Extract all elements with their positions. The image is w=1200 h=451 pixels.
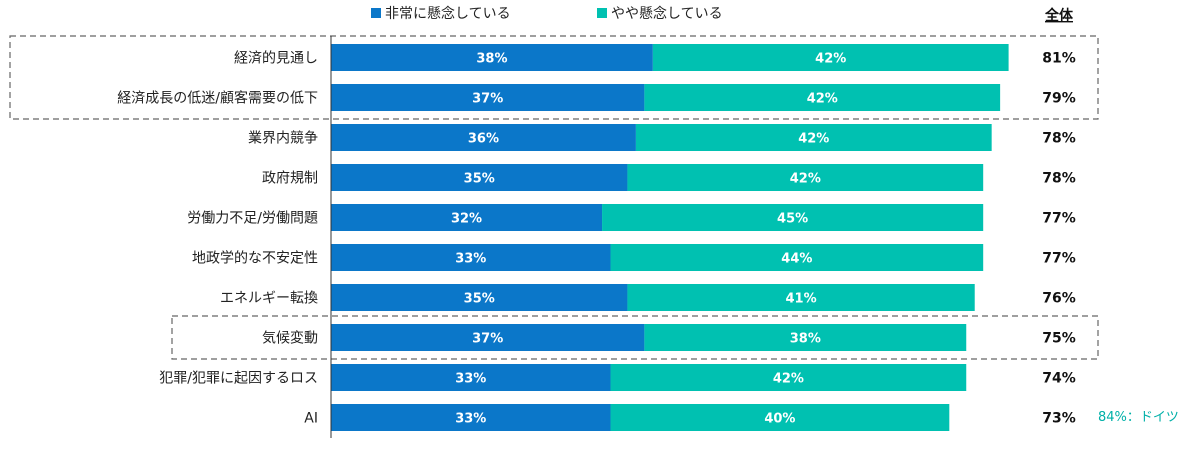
bar-value-label: 35% xyxy=(464,292,495,307)
bar-very-concerned-2 xyxy=(331,124,636,151)
total-column-header: 全体 xyxy=(1044,7,1074,24)
category-label: AI xyxy=(304,411,318,427)
bar-value-label: 38% xyxy=(790,332,821,347)
legend: 非常に懸念している やや懸念している xyxy=(371,5,723,22)
bar-value-label: 33% xyxy=(455,372,486,387)
category-labels: 経済的見通し経済成長の低迷/顧客需要の低下業界内競争政府規制労働力不足/労働問題… xyxy=(117,51,318,427)
bar-value-label: 32% xyxy=(451,212,482,227)
category-label: 犯罪/犯罪に起因するロス xyxy=(159,371,318,387)
legend-swatch-somewhat-concerned xyxy=(597,8,607,18)
total-value-label: 77% xyxy=(1042,251,1076,267)
bar-somewhat-concerned-6 xyxy=(627,284,975,311)
bar-very-concerned-6 xyxy=(331,284,628,311)
bar-very-concerned-8 xyxy=(331,364,611,391)
bar-very-concerned-9 xyxy=(331,404,611,431)
category-label: 労働力不足/労働問題 xyxy=(187,211,318,227)
bar-very-concerned-3 xyxy=(331,164,628,191)
total-value-label: 76% xyxy=(1042,291,1076,307)
bars: 38% 42% 37% 42% 36% 42% 35% 42% 32% 45% 33% 44% 35% 4… xyxy=(331,44,1009,431)
bar-value-label: 40% xyxy=(764,412,795,427)
total-value-label: 78% xyxy=(1042,171,1076,187)
bar-value-label: 41% xyxy=(786,292,817,307)
bar-value-label: 42% xyxy=(815,52,846,67)
bar-somewhat-concerned-2 xyxy=(635,124,992,151)
bar-value-label: 42% xyxy=(773,372,804,387)
highlight-box-1 xyxy=(171,315,1099,360)
bar-somewhat-concerned-0 xyxy=(652,44,1009,71)
bar-value-label: 44% xyxy=(781,252,812,267)
total-value-label: 79% xyxy=(1042,91,1076,107)
bar-somewhat-concerned-8 xyxy=(610,364,967,391)
bar-value-label: 35% xyxy=(464,172,495,187)
category-label: 政府規制 xyxy=(262,171,318,187)
total-value-label: 78% xyxy=(1042,131,1076,147)
bar-very-concerned-7 xyxy=(331,324,645,351)
category-label: 業界内競争 xyxy=(248,131,318,147)
highlight-boxes xyxy=(9,35,1099,360)
bar-somewhat-concerned-7 xyxy=(644,324,967,351)
bar-somewhat-concerned-3 xyxy=(627,164,984,191)
category-label: 経済成長の低迷/顧客需要の低下 xyxy=(117,90,318,107)
bar-somewhat-concerned-4 xyxy=(602,204,984,231)
bar-value-label: 33% xyxy=(455,412,486,427)
bar-very-concerned-4 xyxy=(331,204,603,231)
category-label: 経済的見通し xyxy=(234,51,318,67)
category-label: エネルギー転換 xyxy=(220,291,318,307)
bar-value-label: 38% xyxy=(476,52,507,67)
category-label: 地政学的な不安定性 xyxy=(192,251,318,267)
bar-somewhat-concerned-9 xyxy=(610,404,950,431)
bar-value-label: 42% xyxy=(807,92,838,107)
bar-value-label: 37% xyxy=(472,92,503,107)
bar-value-label: 36% xyxy=(468,132,499,147)
legend-label-somewhat-concerned: やや懸念している xyxy=(611,5,723,22)
bar-value-label: 33% xyxy=(455,252,486,267)
bar-very-concerned-0 xyxy=(331,44,653,71)
total-value-label: 73% xyxy=(1042,411,1076,427)
bar-value-label: 45% xyxy=(777,212,808,227)
category-label: 気候変動 xyxy=(262,330,318,347)
total-labels: 81% 79% 78% 78% 77% 77% 76% 75% 74% 73% xyxy=(1042,51,1076,427)
total-value-label: 75% xyxy=(1042,331,1076,347)
total-value-label: 74% xyxy=(1042,371,1076,387)
total-value-label: 77% xyxy=(1042,211,1076,227)
legend-label-very-concerned: 非常に懸念している xyxy=(385,5,511,22)
legend-swatch-very-concerned xyxy=(371,8,381,18)
bar-somewhat-concerned-5 xyxy=(610,244,984,271)
bar-very-concerned-1 xyxy=(331,84,645,111)
highlight-box-0 xyxy=(9,35,1099,120)
bar-value-label: 42% xyxy=(790,172,821,187)
bar-somewhat-concerned-1 xyxy=(644,84,1001,111)
bar-value-label: 37% xyxy=(472,332,503,347)
total-value-label: 81% xyxy=(1042,51,1076,67)
germany-note: 84%：ドイツ xyxy=(1098,410,1179,425)
bar-value-label: 42% xyxy=(798,132,829,147)
bar-very-concerned-5 xyxy=(331,244,611,271)
